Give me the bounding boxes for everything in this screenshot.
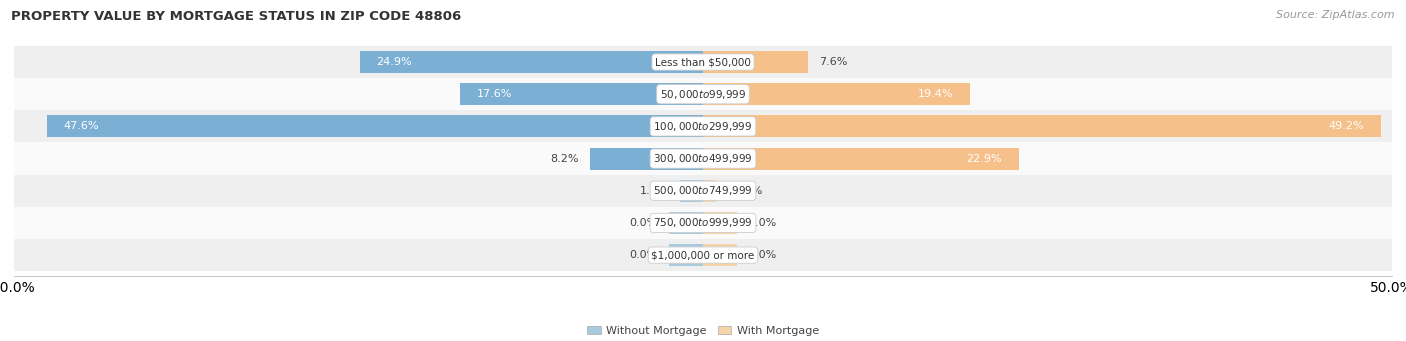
Text: 0.0%: 0.0% (748, 250, 776, 260)
Bar (14, 78, 1392, 110)
Bar (14, 143, 1392, 175)
Bar (703, 148, 1018, 169)
Bar (14, 207, 1392, 239)
Bar (669, 244, 703, 266)
Bar (360, 51, 703, 73)
Text: Source: ZipAtlas.com: Source: ZipAtlas.com (1277, 10, 1395, 20)
Text: 0.0%: 0.0% (630, 250, 658, 260)
Text: $750,000 to $999,999: $750,000 to $999,999 (654, 217, 752, 229)
Bar (14, 239, 1392, 271)
Text: $500,000 to $749,999: $500,000 to $749,999 (654, 184, 752, 197)
Bar (679, 180, 703, 202)
Bar (703, 116, 1381, 137)
Bar (14, 175, 1392, 207)
Text: 8.2%: 8.2% (551, 153, 579, 164)
Bar (703, 212, 738, 234)
Bar (48, 116, 703, 137)
Bar (703, 51, 807, 73)
Text: 7.6%: 7.6% (818, 57, 848, 67)
Bar (14, 110, 1392, 143)
Bar (461, 83, 703, 105)
Bar (703, 83, 970, 105)
Text: 17.6%: 17.6% (477, 89, 512, 99)
Bar (703, 180, 716, 202)
Bar (669, 212, 703, 234)
Text: $100,000 to $299,999: $100,000 to $299,999 (654, 120, 752, 133)
Text: 19.4%: 19.4% (918, 89, 953, 99)
Text: 24.9%: 24.9% (377, 57, 412, 67)
Text: 0.0%: 0.0% (748, 218, 776, 228)
Text: $300,000 to $499,999: $300,000 to $499,999 (654, 152, 752, 165)
Text: PROPERTY VALUE BY MORTGAGE STATUS IN ZIP CODE 48806: PROPERTY VALUE BY MORTGAGE STATUS IN ZIP… (11, 10, 461, 23)
Text: $1,000,000 or more: $1,000,000 or more (651, 250, 755, 260)
Bar (703, 244, 738, 266)
Text: 22.9%: 22.9% (966, 153, 1002, 164)
Text: 0.0%: 0.0% (630, 218, 658, 228)
Text: 0.95%: 0.95% (727, 186, 762, 196)
Text: $50,000 to $99,999: $50,000 to $99,999 (659, 88, 747, 101)
Text: Less than $50,000: Less than $50,000 (655, 57, 751, 67)
Bar (14, 46, 1392, 78)
Legend: Without Mortgage, With Mortgage: Without Mortgage, With Mortgage (582, 321, 824, 340)
Text: 1.7%: 1.7% (640, 186, 669, 196)
Text: 47.6%: 47.6% (63, 121, 100, 131)
Text: 49.2%: 49.2% (1329, 121, 1364, 131)
Bar (591, 148, 703, 169)
